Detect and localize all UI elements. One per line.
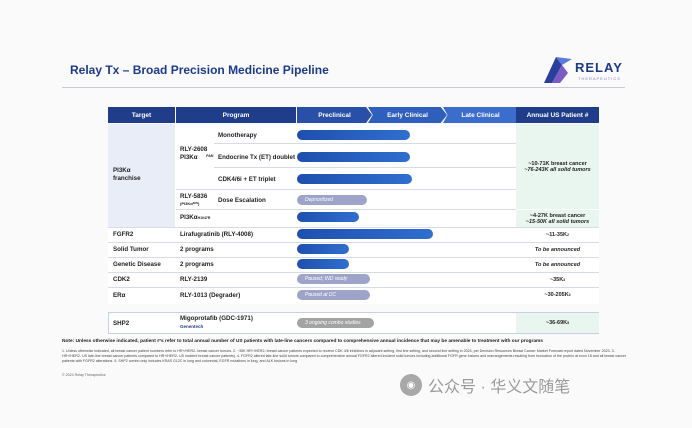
bar-solid-tumor: [297, 244, 349, 254]
program-rly2608: RLY-2608 PI3Kα PAN: [180, 146, 214, 162]
annual-cdk2: ~35K 3: [516, 273, 599, 286]
program-rly1013: RLY-1013 (Degrader): [180, 291, 241, 299]
relay-logo-icon: [544, 57, 572, 83]
target-pi3k: PI3Kα franchise: [113, 166, 141, 182]
divider: [108, 257, 599, 258]
header-preclinical: Preclinical: [297, 107, 372, 123]
footnotes: 1. Unless otherwise indicated, all breas…: [62, 349, 627, 363]
target-era: ERα: [113, 291, 126, 299]
copyright: © 2024 Relay Therapeutics: [62, 373, 106, 377]
page-title: Relay Tx – Broad Precision Medicine Pipe…: [70, 63, 329, 77]
divider: [108, 287, 599, 288]
divider: [108, 242, 599, 243]
bar-endocrine-doublet: [297, 152, 410, 162]
bar-lirafugratinib: [297, 229, 433, 239]
logo-subtitle: THERAPEUTICS: [578, 76, 621, 81]
target-fgfr2: FGFR2: [113, 231, 134, 238]
bar-pi3k-h1047r: [297, 212, 359, 222]
annual-era: ~30-205K 3: [516, 288, 599, 302]
annual-pi3k-2608: ~10-71K breast cancer ~76-243K all solid…: [516, 124, 599, 209]
program-rly5836-sub: (PI3Kα PAN): [180, 200, 200, 206]
program-migoprotafib: Migoprotafib (GDC-1971): [180, 314, 253, 322]
header-target: Target: [108, 107, 175, 123]
program-cdk-triplet: CDK4/6i + ET triplet: [218, 175, 276, 183]
bar-deprioritized: Deprioritized: [297, 195, 367, 205]
divider: [214, 167, 516, 168]
program-endocrine-doublet: Endocrine Tx (ET) doublet: [218, 153, 295, 161]
wechat-icon: ◉: [400, 374, 422, 396]
title-divider: [62, 87, 625, 88]
program-lirafugratinib: Lirafugratinib (RLY-4008): [180, 231, 254, 238]
program-pi3k-h1047r: PI3Kα H1047R: [180, 214, 211, 221]
header-annual: Annual US Patient #: [516, 107, 599, 123]
target-shp2: SHP2: [113, 319, 130, 327]
target-cdk2: CDK2: [113, 276, 130, 283]
bar-cdk-triplet: [297, 174, 412, 184]
bar-genetic-disease: [297, 259, 349, 269]
partner-genentech: Genentech: [180, 323, 204, 329]
annual-shp2: ~36-69K 5: [516, 313, 599, 333]
header-late-clinical: Late Clinical: [443, 107, 518, 123]
divider: [108, 227, 599, 228]
header-program: Program: [176, 107, 296, 123]
divider: [176, 209, 516, 210]
watermark: ◉ 公众号 · 华义文随笔: [400, 373, 570, 397]
program-monotherapy: Monotherapy: [218, 131, 257, 139]
bar-shp2-combo: 3 ongoing combo studies: [297, 318, 374, 328]
program-solid-tumor: 2 programs: [180, 246, 214, 253]
bar-era-paused: Paused at DC: [297, 290, 370, 300]
program-dose-escalation: Dose Escalation: [218, 196, 266, 204]
annual-genetic-disease: To be announced: [516, 258, 599, 271]
divider: [108, 272, 599, 273]
divider: [176, 189, 516, 190]
watermark-text: 公众号 · 华义文随笔: [428, 379, 571, 396]
program-rly5836: RLY-5836: [180, 193, 208, 200]
annual-solid-tumor: To be announced: [516, 243, 599, 256]
target-genetic-disease: Genetic Disease: [113, 261, 161, 268]
annual-pi3k-h1047r: ~4-27K breast cancer ~15-50K all solid t…: [516, 210, 599, 227]
program-rly2139: RLY-2139: [180, 276, 208, 283]
bar-cdk2-paused: Paused; IND ready: [297, 274, 370, 284]
pi3k-target-bg: [108, 124, 175, 227]
annual-fgfr2: ~11-35K 2: [516, 228, 599, 241]
divider: [214, 143, 516, 144]
bar-monotherapy: [297, 130, 410, 140]
table-note: Note: Unless otherwise indicated, patien…: [62, 339, 543, 344]
header-early-clinical: Early Clinical: [368, 107, 447, 123]
target-solid-tumor: Solid Tumor: [113, 246, 149, 253]
program-genetic-disease: 2 programs: [180, 261, 214, 268]
logo-wordmark: RELAY: [575, 60, 623, 75]
